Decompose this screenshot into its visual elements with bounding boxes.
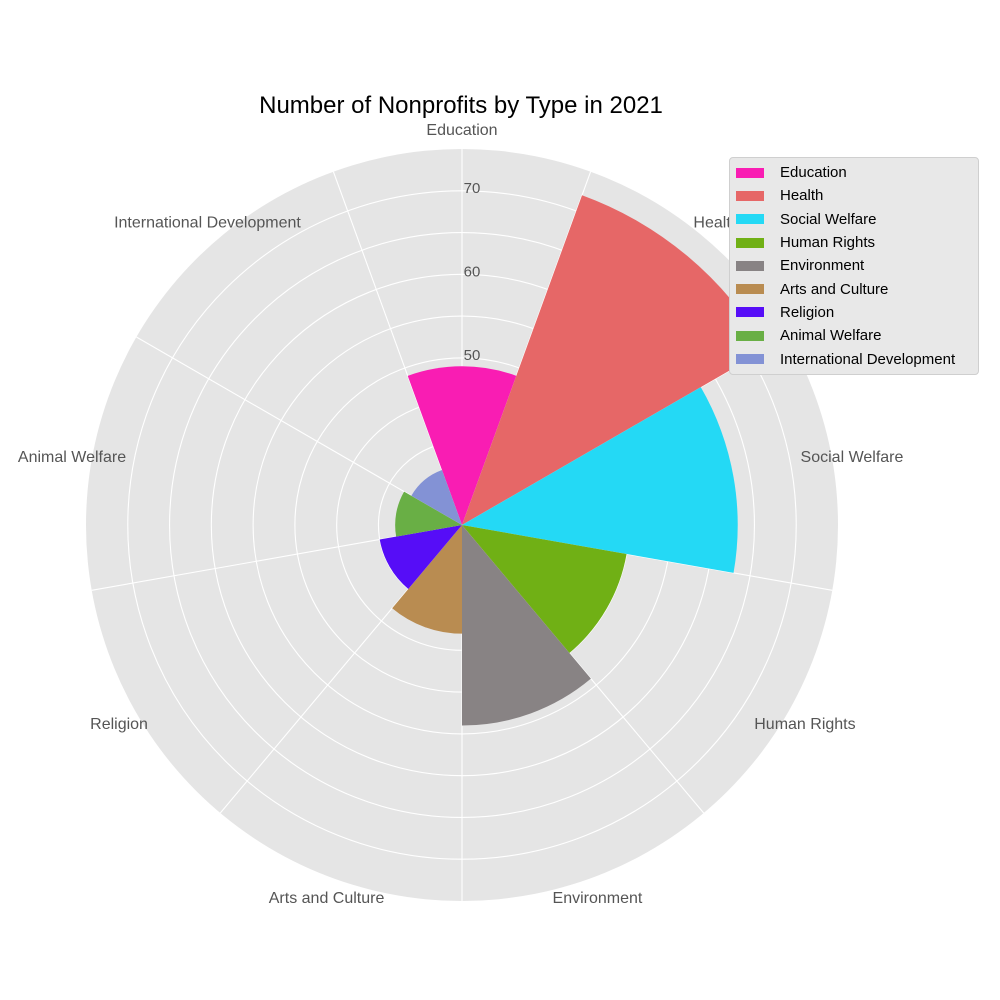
category-label: Environment bbox=[553, 890, 643, 907]
legend-label: Arts and Culture bbox=[780, 280, 889, 298]
legend-entry: Human Rights bbox=[736, 231, 972, 254]
category-label: Animal Welfare bbox=[18, 449, 126, 466]
wedge-social-welfare bbox=[462, 387, 738, 573]
legend-swatch bbox=[736, 260, 764, 271]
legend-swatch bbox=[736, 190, 764, 201]
wedge-environment bbox=[462, 525, 591, 726]
wedge-education bbox=[407, 366, 517, 525]
legend-entry: International Development bbox=[736, 347, 972, 370]
wedge-human-rights bbox=[462, 525, 627, 654]
legend-label: Environment bbox=[780, 257, 865, 275]
wedge-religion bbox=[379, 525, 462, 590]
legend-swatch bbox=[736, 307, 764, 318]
legend-label: Religion bbox=[780, 303, 835, 321]
category-label: Human Rights bbox=[754, 716, 855, 733]
category-label: International Development bbox=[114, 215, 301, 232]
category-labels: Education Health Social Welfare Human Right… bbox=[18, 122, 904, 907]
chart-title: Number of Nonprofits by Type in 2021 bbox=[259, 92, 663, 119]
legend-label: Health bbox=[780, 187, 824, 205]
legend-swatch bbox=[736, 167, 764, 178]
legend-entry: Environment bbox=[736, 254, 972, 277]
legend-swatch bbox=[736, 214, 764, 225]
legend-swatch bbox=[736, 237, 764, 248]
legend-label: Education bbox=[780, 164, 847, 182]
category-label: Social Welfare bbox=[801, 449, 904, 466]
legend-entry: Arts and Culture bbox=[736, 277, 972, 300]
radial-tick-labels: 50 60 70 bbox=[464, 180, 481, 364]
legend-entry: Social Welfare bbox=[736, 208, 972, 231]
legend-entry: Health bbox=[736, 184, 972, 207]
legend-swatch bbox=[736, 330, 764, 341]
legend-swatch bbox=[736, 354, 764, 365]
legend-label: International Development bbox=[780, 350, 956, 368]
plot-area bbox=[86, 149, 838, 901]
legend-swatch bbox=[736, 284, 764, 295]
radial-tick-label: 60 bbox=[464, 263, 481, 280]
legend-entry: Religion bbox=[736, 301, 972, 324]
wedge-animal-welfare bbox=[395, 491, 462, 537]
wedge-international-development bbox=[411, 470, 462, 525]
category-label: Health bbox=[693, 215, 739, 232]
legend-label: Human Rights bbox=[780, 234, 876, 252]
category-label: Education bbox=[426, 122, 497, 139]
grid-spoke bbox=[136, 336, 463, 526]
legend-entry: Education bbox=[736, 161, 972, 184]
legend-label: Animal Welfare bbox=[780, 327, 882, 345]
legend-entry: Animal Welfare bbox=[736, 324, 972, 347]
legend: Education Health Social Welfare Human Right… bbox=[729, 157, 979, 375]
radial-tick-label: 70 bbox=[464, 180, 481, 197]
category-label: Arts and Culture bbox=[269, 890, 385, 907]
legend-label: Social Welfare bbox=[780, 210, 877, 228]
wedge-health bbox=[462, 195, 766, 525]
radial-tick-label: 50 bbox=[464, 347, 481, 364]
wedge-arts-and-culture bbox=[392, 525, 462, 634]
category-label: Religion bbox=[90, 716, 148, 733]
